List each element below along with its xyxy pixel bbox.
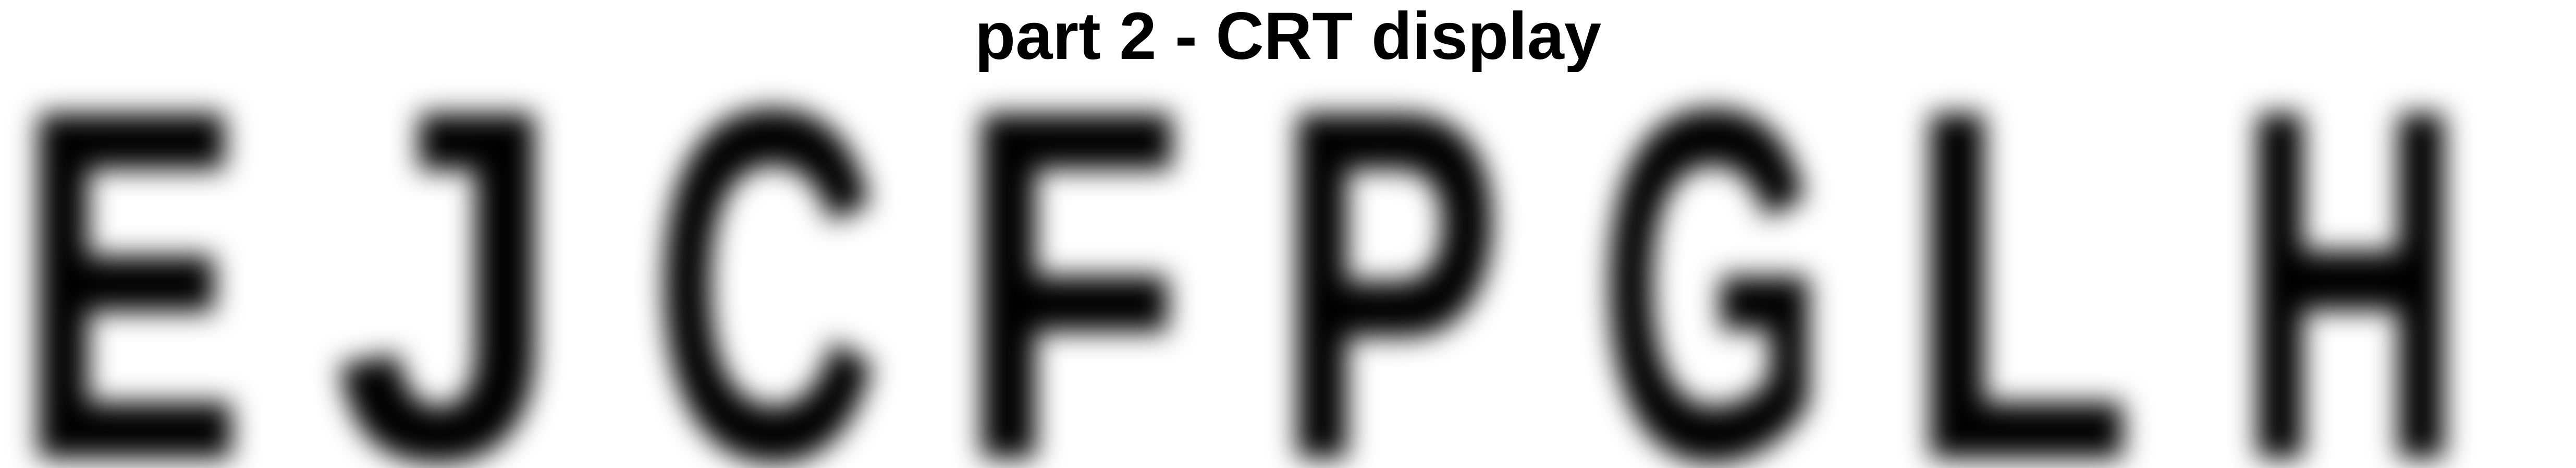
crt-letter-f: F [956,72,1186,468]
crt-letter-c: C [652,72,881,468]
crt-letter-g: G [1598,72,1827,468]
crt-letter-j: J [334,72,563,468]
crt-letter-h: H [2236,72,2465,468]
crt-letter-e: E [16,72,245,468]
crt-letter-l: L [1905,72,2135,468]
page-title: part 2 - CRT display [975,0,1601,74]
crt-letter-p: P [1274,72,1504,468]
